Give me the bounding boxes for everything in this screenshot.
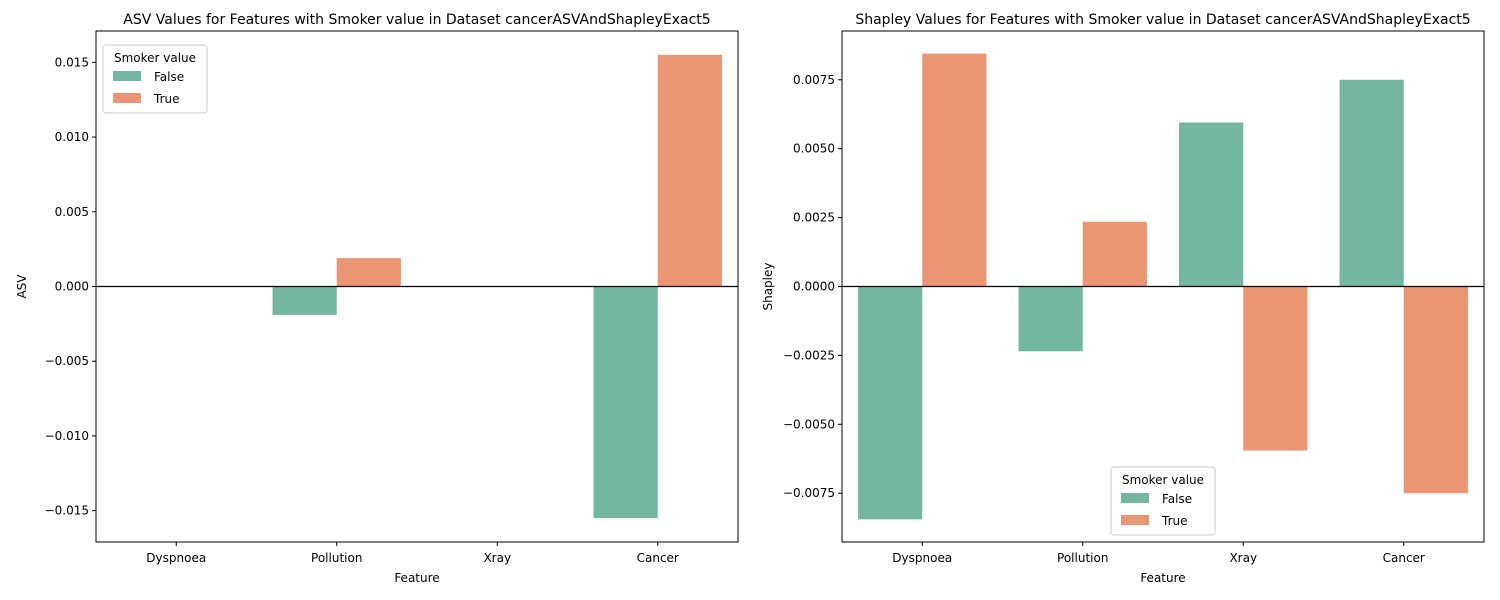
- bar-false-pollution: [1018, 286, 1083, 352]
- y-tick-label: 0.0050: [793, 142, 835, 156]
- y-tick-label: 0.010: [55, 130, 89, 144]
- legend-swatch-false: [113, 71, 141, 81]
- y-tick-label: 0.005: [55, 205, 89, 219]
- legend-label-true: True: [1161, 514, 1188, 528]
- y-tick-label: 0.0075: [793, 73, 835, 87]
- legend-label-false: False: [154, 70, 184, 84]
- legend: Smoker value False True: [102, 44, 208, 114]
- x-tick-label: Cancer: [637, 551, 679, 565]
- x-tick-label: Xray: [483, 551, 511, 565]
- bar-true-cancer: [1403, 286, 1468, 494]
- y-axis-label: Shapley: [761, 262, 775, 310]
- bar-false-cancer: [1339, 79, 1404, 287]
- bar-true-pollution: [336, 258, 401, 287]
- y-tick-label: 0.0000: [793, 280, 835, 294]
- legend-label-true: True: [153, 92, 180, 106]
- x-tick-label: Pollution: [311, 551, 362, 565]
- y-tick-label: −0.005: [45, 354, 89, 368]
- shapley-chart-panel: Shapley Values for Features with Smoker …: [761, 12, 1485, 585]
- y-tick-label: −0.0050: [783, 417, 835, 431]
- y-tick-label: 0.000: [55, 280, 89, 294]
- legend-title: Smoker value: [114, 51, 196, 65]
- bar-false-pollution: [272, 286, 337, 315]
- chart-title: ASV Values for Features with Smoker valu…: [123, 12, 710, 28]
- y-axis-label: ASV: [15, 274, 29, 299]
- y-tick-label: 0.0025: [793, 211, 835, 225]
- x-tick-label: Pollution: [1057, 551, 1108, 565]
- x-axis-label: Feature: [394, 571, 439, 585]
- bar-true-dyspnoea: [922, 53, 987, 287]
- y-tick-label: 0.015: [55, 55, 89, 69]
- bar-false-xray: [1179, 122, 1244, 287]
- y-tick-label: −0.0025: [783, 348, 835, 362]
- legend-swatch-false: [1121, 493, 1149, 503]
- legend-swatch-true: [1121, 515, 1149, 525]
- bar-true-pollution: [1082, 221, 1147, 287]
- y-tick-label: −0.015: [45, 504, 89, 518]
- asv-chart-panel: ASV Values for Features with Smoker valu…: [15, 12, 739, 585]
- x-tick-label: Dyspnoea: [892, 551, 952, 565]
- legend: Smoker value False True: [1110, 466, 1216, 536]
- legend-swatch-true: [113, 93, 141, 103]
- bar-false-cancer: [593, 286, 658, 519]
- bar-true-cancer: [657, 54, 722, 287]
- legend-label-false: False: [1162, 492, 1192, 506]
- x-axis-label: Feature: [1140, 571, 1185, 585]
- chart-title: Shapley Values for Features with Smoker …: [855, 12, 1470, 28]
- x-tick-label: Dyspnoea: [146, 551, 206, 565]
- bar-false-dyspnoea: [858, 286, 923, 520]
- y-tick-label: −0.0075: [783, 486, 835, 500]
- y-tick-label: −0.010: [45, 429, 89, 443]
- legend-title: Smoker value: [1122, 473, 1204, 487]
- x-tick-label: Cancer: [1383, 551, 1425, 565]
- x-tick-label: Xray: [1229, 551, 1257, 565]
- bar-true-xray: [1243, 286, 1308, 451]
